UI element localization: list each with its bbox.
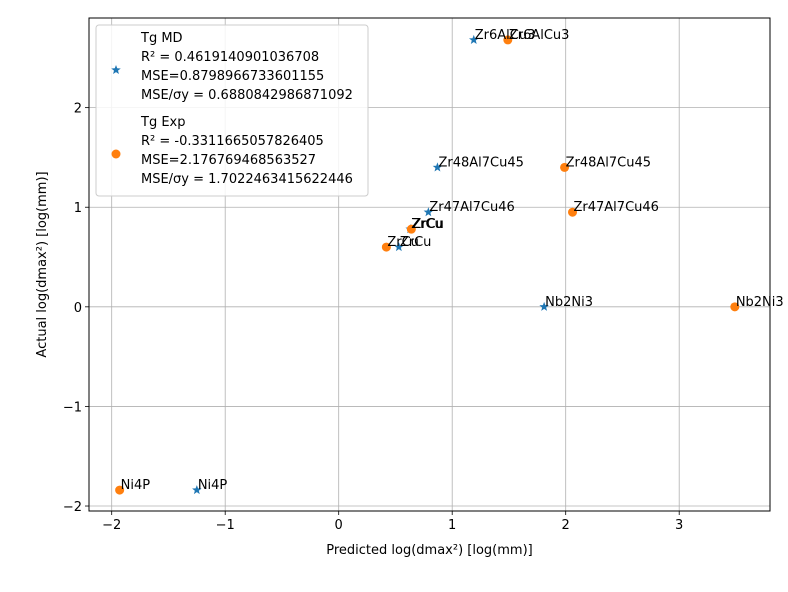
x-tick-label: 3: [675, 518, 683, 533]
data-point-label: Nb2Ni3: [736, 295, 784, 310]
legend-entry-text: MSE=2.176769468563527: [141, 153, 316, 168]
x-axis-label: Predicted log(dmax²) [log(mm)]: [326, 543, 532, 558]
legend-entry-text: MSE=0.8798966733601155: [141, 69, 324, 84]
data-point-label: ZrCu: [412, 217, 444, 232]
data-point-label: Zr47Al7Cu46: [574, 200, 659, 215]
ticks-layer: −2 −1 0 1 2 3 −2 −1 0 1 2: [63, 102, 684, 533]
legend-entry-text: R² = 0.4619140901036708: [141, 50, 319, 65]
points-layer: [115, 34, 740, 495]
y-tick-label: 2: [74, 102, 82, 117]
data-point-label: ZrCu: [411, 217, 443, 232]
data-point: [539, 301, 549, 311]
data-point-label: ZrCu: [387, 235, 419, 250]
data-point: [406, 224, 416, 234]
y-tick-label: 1: [74, 201, 82, 216]
data-point-label: Zr48Al7Cu45: [438, 155, 523, 170]
legend-marker: [111, 149, 121, 159]
data-point: [730, 302, 740, 312]
data-point: [432, 162, 443, 172]
data-point-label: Ni4P: [121, 478, 151, 493]
data-point: [115, 485, 125, 495]
data-point-label: Zr48Al7Cu45: [566, 155, 651, 170]
data-point: [568, 207, 578, 217]
legend-entry-text: Tg Exp: [140, 115, 185, 130]
legend-entry-text: MSE/σy = 0.6880842986871092: [141, 88, 353, 103]
data-point: [503, 35, 513, 45]
y-tick-label: 0: [74, 301, 82, 316]
data-point: [192, 485, 202, 495]
data-point-label: Zr47Al7Cu46: [429, 200, 514, 215]
data-point: [423, 207, 434, 217]
y-axis-label: Actual log(dmax²) [log(mm)]: [35, 171, 50, 357]
data-point-label: ZrCu: [400, 235, 432, 250]
data-point: [394, 242, 404, 252]
x-tick-label: −2: [102, 518, 121, 533]
data-point-label: Zr6AlCu3: [475, 28, 536, 43]
legend: Tg MD R² = 0.4619140901036708 MSE=0.879896…: [95, 24, 369, 197]
point-labels-layer: Zr6AlCu3Zr48Al7Cu45Zr47Al7Cu46ZrCuZrCuNb…: [121, 28, 784, 493]
legend-marker: [111, 65, 121, 75]
x-tick-label: 2: [562, 518, 570, 533]
x-tick-label: −1: [216, 518, 235, 533]
plot-area-frame: [88, 17, 771, 512]
data-point-label: Nb2Ni3: [545, 295, 593, 310]
y-tick-label: −2: [63, 500, 82, 515]
x-tick-label: 1: [448, 518, 456, 533]
legend-entry-text: MSE/σy = 1.7022463415622446: [141, 172, 353, 187]
legend-box: [95, 24, 369, 197]
data-point: [381, 242, 391, 252]
legend-entry-text: Tg MD: [140, 31, 183, 46]
data-point: [560, 162, 570, 172]
legend-entry-text: R² = -0.3311665057826405: [141, 134, 324, 149]
data-point-label: Ni4P: [198, 478, 228, 493]
x-tick-label: 0: [335, 518, 343, 533]
data-point: [469, 34, 479, 44]
y-tick-label: −1: [63, 400, 82, 415]
data-point-label: Zr6AlCu3: [509, 28, 570, 43]
